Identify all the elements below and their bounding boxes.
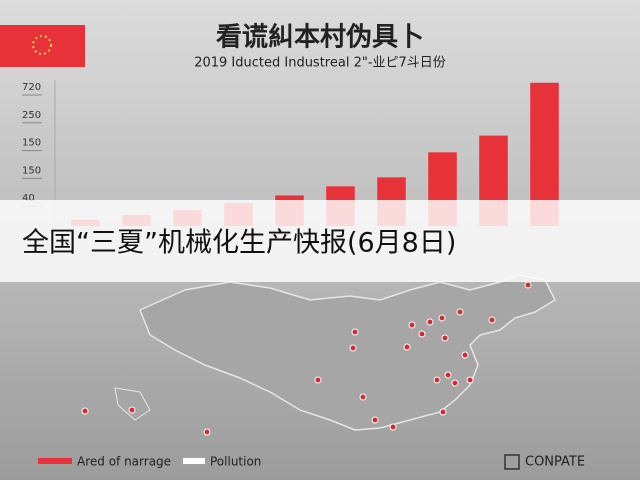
legend-label: Ared of narrage [77,455,171,469]
banner-bg [0,200,640,282]
chart-title: 看谎糾本村伪具卜 [216,23,424,53]
flag [0,25,85,67]
brand: CONPATE [525,455,585,470]
legend-swatch [38,458,72,464]
banner-text: 全国“三夏”机械化生产快报(6月8日) [22,228,456,259]
legend-label: Pollution [210,455,261,469]
brand-icon [504,454,520,470]
island [114,387,151,421]
legend-swatch [183,458,205,464]
y-tick-label: 40 [22,193,35,204]
map-dots [81,281,532,436]
y-tick-label: 150 [22,165,41,176]
map [139,274,556,431]
y-tick-label: 150 [22,138,41,149]
y-tick-label: 250 [22,110,41,121]
y-tick-label: 720 [22,82,41,93]
chart-subtitle: 2019 Iducted Industreal 2"-业ピ7斗日份 [194,56,446,71]
